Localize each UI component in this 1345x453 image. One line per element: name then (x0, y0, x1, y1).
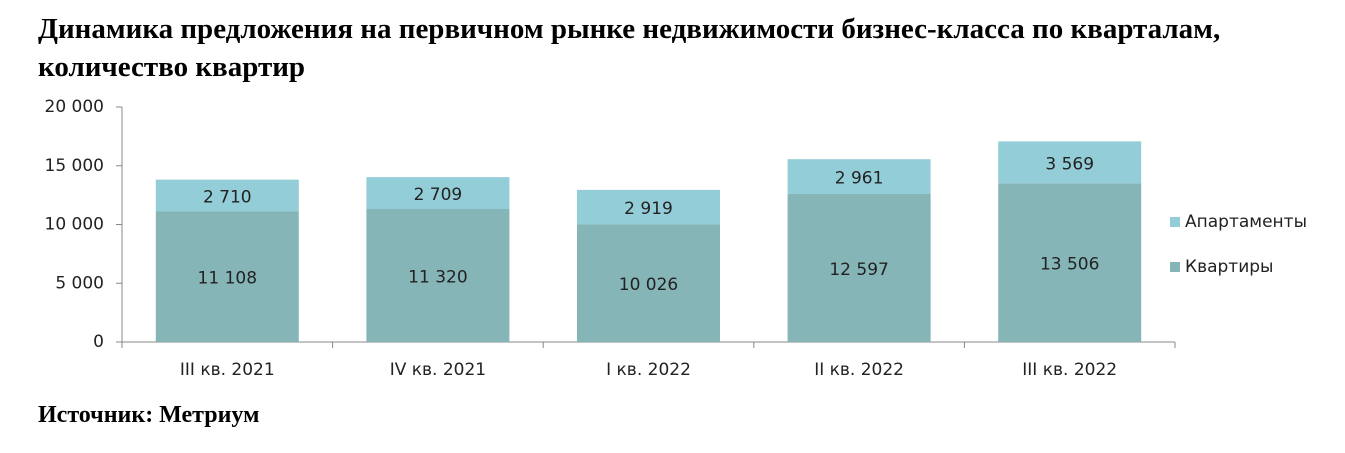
y-tick-label: 20 000 (45, 97, 104, 117)
value-label: 2 709 (414, 185, 463, 205)
bar-segment (155, 179, 299, 212)
source-note: Источник: Метриум (38, 402, 260, 428)
y-tick-label: 10 000 (45, 215, 104, 235)
bar-segment (155, 211, 299, 342)
legend-label: Квартиры (1185, 257, 1273, 277)
bar-segment (998, 183, 1142, 342)
legend-swatch (1170, 217, 1180, 227)
value-label: 2 961 (835, 169, 884, 189)
value-label: 11 108 (198, 269, 257, 289)
bar-segment (787, 159, 931, 194)
x-tick-label: III кв. 2021 (180, 360, 275, 380)
x-tick-label: III кв. 2022 (1022, 360, 1117, 380)
bar-segment (998, 141, 1142, 184)
y-tick-label: 0 (93, 332, 104, 352)
legend-label: Апартаменты (1185, 212, 1307, 232)
bar-segment (577, 224, 720, 342)
value-label: 13 506 (1040, 255, 1099, 275)
value-label: 12 597 (829, 260, 888, 280)
y-tick-label: 5 000 (55, 273, 104, 293)
value-label: 11 320 (408, 267, 467, 287)
value-label: 2 710 (203, 188, 252, 208)
x-tick-label: IV кв. 2021 (390, 360, 486, 380)
value-label: 10 026 (619, 275, 678, 295)
y-tick-label: 15 000 (45, 156, 104, 176)
bar-segment (577, 189, 720, 225)
value-label: 3 569 (1045, 154, 1094, 174)
chart-title: Динамика предложения на первичном рынке … (38, 13, 1221, 83)
x-tick-label: I кв. 2022 (606, 360, 691, 380)
bar-segment (787, 193, 931, 342)
x-tick-label: II кв. 2022 (814, 360, 904, 380)
value-label: 2 919 (624, 199, 673, 219)
bar-segment (366, 208, 510, 342)
bar-segment (366, 177, 510, 209)
legend-swatch (1170, 262, 1180, 272)
